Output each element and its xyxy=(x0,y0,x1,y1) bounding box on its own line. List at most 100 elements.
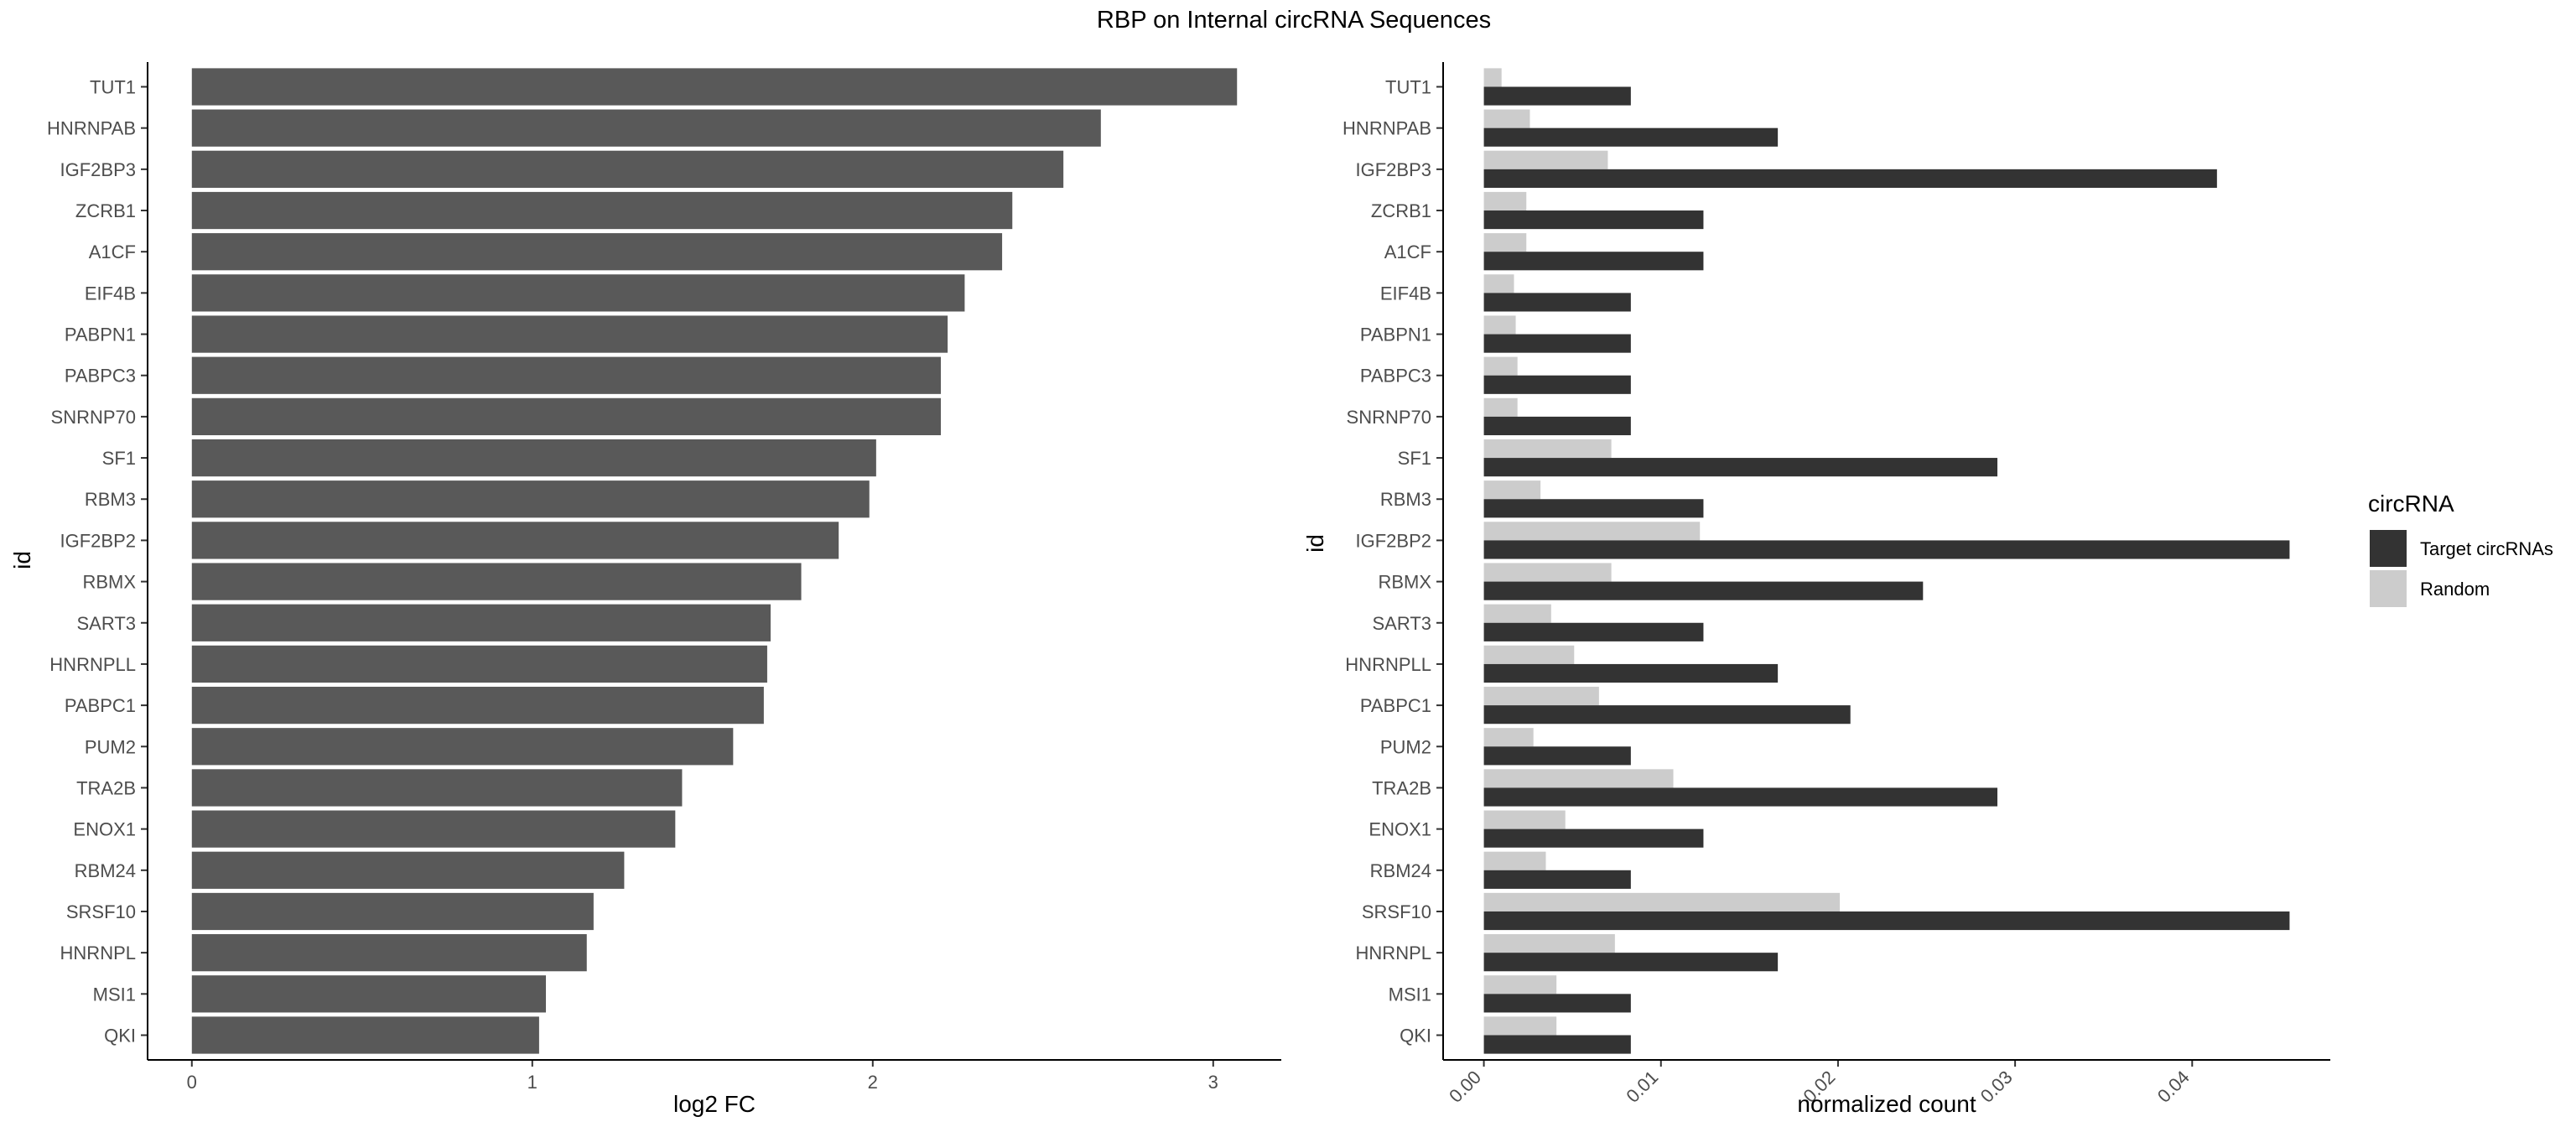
log2fc-category-label-msi1: MSI1 xyxy=(93,984,136,1005)
target-circrnas-bar-rbm3 xyxy=(1483,499,1704,518)
log2fc-bar-hnrnpab xyxy=(191,109,1101,147)
random-bar-srsf10 xyxy=(1483,892,1841,911)
normalized-count-category-label-tut1: TUT1 xyxy=(1385,77,1431,98)
log2fc-category-label-pabpc3: PABPC3 xyxy=(65,366,136,387)
random-bar-hnrnpll xyxy=(1483,645,1575,664)
normalized-count-x-tick-label-0-01: 0.01 xyxy=(1622,1067,1662,1107)
normalized-count-category-label-srsf10: SRSF10 xyxy=(1362,901,1431,922)
target-circrnas-bar-hnrnpl xyxy=(1483,953,1779,972)
log2fc-category-label-hnrnpab: HNRNPAB xyxy=(47,118,136,139)
log2fc-bar-pabpc3 xyxy=(191,356,941,394)
target-circrnas-bar-eif4b xyxy=(1483,293,1631,312)
log2fc-bar-rbm24 xyxy=(191,851,625,889)
log2fc-category-label-pabpn1: PABPN1 xyxy=(65,325,136,345)
normalized-count-panel: TUT1 HNRNPAB IGF2BP3 ZCRB1 A1CF EIF4B PABPN1 PA… xyxy=(1302,62,2330,1117)
log2fc-category-label-igf2bp2: IGF2BP2 xyxy=(60,530,136,551)
legend-label-target-circrnas: Target circRNAs xyxy=(2420,538,2553,559)
random-bar-pabpn1 xyxy=(1483,315,1516,335)
target-circrnas-bar-hnrnpab xyxy=(1483,127,1779,147)
target-circrnas-bar-rbm24 xyxy=(1483,870,1631,889)
target-circrnas-bar-a1cf xyxy=(1483,252,1704,271)
log2fc-bar-pabpn1 xyxy=(191,315,948,353)
normalized-count-category-label-sf1: SF1 xyxy=(1398,448,1431,469)
target-circrnas-bar-snrnp70 xyxy=(1483,416,1631,436)
log2fc-category-label-igf2bp3: IGF2BP3 xyxy=(60,159,136,180)
random-bar-qki xyxy=(1483,1016,1557,1036)
normalized-count-bars xyxy=(1483,68,2290,1054)
target-circrnas-bar-msi1 xyxy=(1483,994,1631,1013)
normalized-count-category-label-pum2: PUM2 xyxy=(1380,736,1431,757)
log2fc-x-ticks: 0 1 2 3 xyxy=(187,1060,1218,1093)
legend-label-random: Random xyxy=(2420,579,2490,600)
target-circrnas-bar-zcrb1 xyxy=(1483,210,1704,230)
normalized-count-x-axis-title: normalized count xyxy=(1797,1091,1976,1117)
log2fc-category-label-pabpc1: PABPC1 xyxy=(65,695,136,716)
normalized-count-category-label-igf2bp3: IGF2BP3 xyxy=(1356,159,1431,180)
random-bar-hnrnpab xyxy=(1483,109,1530,128)
random-bar-pabpc1 xyxy=(1483,686,1599,706)
log2fc-bar-msi1 xyxy=(191,975,547,1013)
random-bar-tut1 xyxy=(1483,68,1502,87)
legend-items: Target circRNAs Random xyxy=(2370,530,2553,607)
log2fc-bar-enox1 xyxy=(191,810,676,848)
normalized-count-category-label-sart3: SART3 xyxy=(1372,613,1431,634)
normalized-count-category-label-rbm3: RBM3 xyxy=(1380,489,1431,510)
log2fc-bar-tut1 xyxy=(191,68,1238,106)
chart-title: RBP on Internal circRNA Sequences xyxy=(1097,7,1491,34)
log2fc-x-tick-label-3: 3 xyxy=(1208,1072,1218,1093)
log2fc-category-label-snrnp70: SNRNP70 xyxy=(51,407,136,428)
random-bar-a1cf xyxy=(1483,233,1527,252)
random-bar-msi1 xyxy=(1483,975,1557,995)
log2fc-category-label-rbmx: RBMX xyxy=(82,572,136,593)
random-bar-pabpc3 xyxy=(1483,356,1518,376)
log2fc-y-axis-title: id xyxy=(9,551,35,569)
normalized-count-category-label-igf2bp2: IGF2BP2 xyxy=(1356,530,1431,551)
legend-swatch-target-circrnas xyxy=(2370,530,2407,567)
log2fc-category-labels: TUT1 HNRNPAB IGF2BP3 ZCRB1 A1CF EIF4B PABPN1 PA… xyxy=(47,77,148,1046)
log2fc-bar-rbmx xyxy=(191,563,802,600)
normalized-count-category-labels: TUT1 HNRNPAB IGF2BP3 ZCRB1 A1CF EIF4B PABPN1 PA… xyxy=(1343,77,1443,1046)
target-circrnas-bar-srsf10 xyxy=(1483,911,2290,931)
log2fc-bar-hnrnpll xyxy=(191,645,767,683)
target-circrnas-bar-hnrnpll xyxy=(1483,663,1779,683)
normalized-count-x-tick-label-0-04: 0.04 xyxy=(2153,1067,2194,1107)
random-bar-hnrnpl xyxy=(1483,934,1615,953)
random-bar-eif4b xyxy=(1483,274,1514,293)
random-bar-sart3 xyxy=(1483,604,1551,623)
normalized-count-category-label-hnrnpll: HNRNPLL xyxy=(1345,654,1431,675)
log2fc-bar-eif4b xyxy=(191,274,965,312)
normalized-count-x-tick-label-0-03: 0.03 xyxy=(1976,1067,2017,1107)
log2fc-bar-sart3 xyxy=(191,604,771,641)
log2fc-category-label-a1cf: A1CF xyxy=(89,242,136,262)
target-circrnas-bar-enox1 xyxy=(1483,828,1704,848)
target-circrnas-bar-igf2bp2 xyxy=(1483,540,2290,559)
log2fc-category-label-eif4b: EIF4B xyxy=(85,283,136,304)
log2fc-bar-qki xyxy=(191,1016,539,1054)
log2fc-category-label-hnrnpll: HNRNPLL xyxy=(49,654,136,675)
normalized-count-category-label-eif4b: EIF4B xyxy=(1380,283,1431,304)
log2fc-category-label-tut1: TUT1 xyxy=(90,77,136,98)
normalized-count-category-label-hnrnpab: HNRNPAB xyxy=(1343,118,1431,139)
random-bar-snrnp70 xyxy=(1483,397,1518,417)
target-circrnas-bar-igf2bp3 xyxy=(1483,169,2217,188)
log2fc-panel: TUT1 HNRNPAB IGF2BP3 ZCRB1 A1CF EIF4B PABPN1 PA… xyxy=(9,62,1281,1117)
log2fc-x-axis-title: log2 FC xyxy=(673,1091,756,1117)
target-circrnas-bar-qki xyxy=(1483,1035,1631,1054)
target-circrnas-bar-sart3 xyxy=(1483,622,1704,641)
random-bar-enox1 xyxy=(1483,810,1566,829)
target-circrnas-bar-pabpc3 xyxy=(1483,375,1631,394)
log2fc-bar-igf2bp3 xyxy=(191,150,1064,188)
log2fc-bar-pabpc1 xyxy=(191,686,764,724)
normalized-count-category-label-rbmx: RBMX xyxy=(1378,572,1431,593)
log2fc-category-label-zcrb1: ZCRB1 xyxy=(75,200,136,221)
log2fc-x-tick-label-0: 0 xyxy=(187,1072,197,1093)
random-bar-pum2 xyxy=(1483,728,1534,747)
log2fc-category-label-enox1: ENOX1 xyxy=(73,819,136,840)
log2fc-bar-hnrnpl xyxy=(191,934,587,972)
random-bar-sf1 xyxy=(1483,439,1612,459)
random-bar-zcrb1 xyxy=(1483,191,1527,211)
log2fc-bar-sf1 xyxy=(191,439,876,477)
target-circrnas-bar-rbmx xyxy=(1483,581,1924,600)
legend-swatch-random xyxy=(2370,570,2407,607)
